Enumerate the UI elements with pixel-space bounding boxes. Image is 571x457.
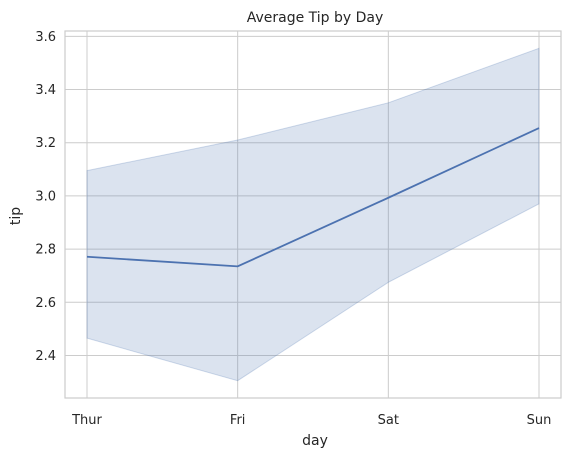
y-tick-label: 2.6: [35, 296, 56, 311]
chart-title: Average Tip by Day: [247, 10, 384, 26]
plot-frame: [64, 30, 562, 399]
x-tick-label: Fri: [230, 413, 246, 428]
x-axis-label: day: [302, 433, 328, 449]
x-tick-label: Sat: [378, 413, 399, 428]
y-tick-label: 3.4: [35, 83, 56, 98]
x-tick-labels: Thur Fri Sat Sun: [71, 413, 551, 428]
series-lines-group: [86, 127, 540, 268]
y-tick-label: 3.0: [35, 189, 56, 204]
y-tick-label: 2.4: [35, 349, 56, 364]
series-line: [86, 127, 540, 268]
y-tick-label: 3.2: [35, 136, 56, 151]
y-axis-label: tip: [8, 207, 24, 225]
y-tick-label: 3.6: [35, 30, 56, 45]
x-tick-label: Sun: [527, 413, 552, 428]
y-tick-label: 2.8: [35, 243, 56, 258]
y-tick-labels: 2.4 2.6 2.8 3.0 3.2 3.4 3.6: [35, 30, 56, 364]
grid: [65, 31, 561, 398]
x-tick-label: Thur: [71, 413, 102, 428]
confidence-band: [86, 47, 540, 382]
confidence-band-group: [86, 47, 540, 382]
